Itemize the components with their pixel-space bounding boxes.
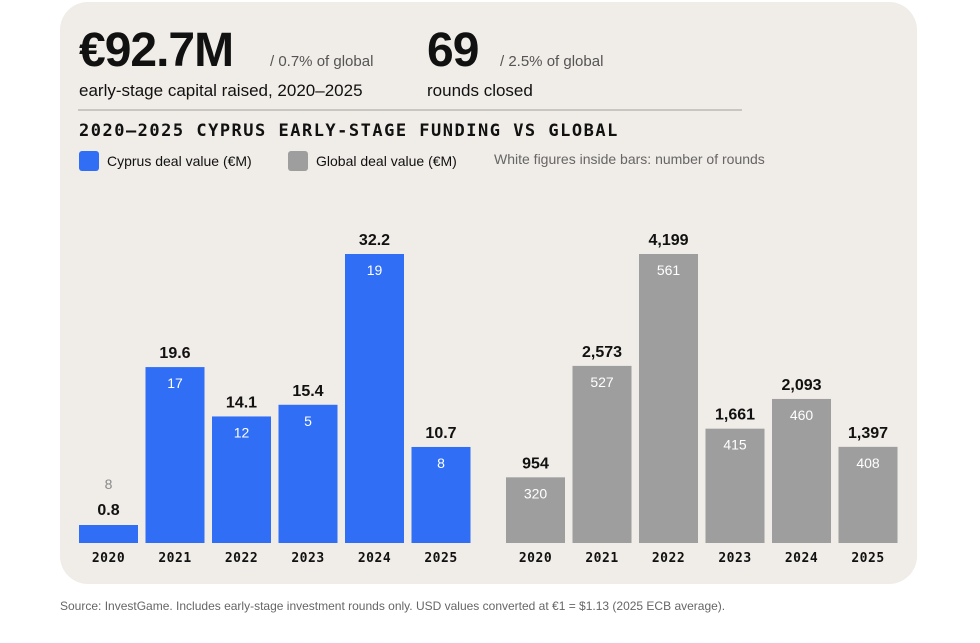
global-bar-2022 [639, 254, 698, 543]
kpi-rounds-description: rounds closed [427, 81, 533, 100]
kpi-capital-value: €92.7M [79, 24, 234, 77]
global-bar-2020 [506, 477, 565, 543]
global-value-label-2023: 1,661 [715, 407, 755, 424]
global-rounds-label-2022: 561 [657, 262, 681, 278]
cyprus-rounds-label-2020: 8 [105, 476, 113, 492]
legend-global-label: Global deal value (€M) [316, 153, 457, 169]
cyprus-bar-2021 [145, 367, 205, 543]
legend-global: Global deal value (€M) [288, 150, 457, 172]
cyprus-tick-2023: 2023 [291, 551, 324, 566]
global-value-label-2022: 4,199 [648, 232, 688, 249]
global-rounds-label-2021: 527 [590, 374, 614, 390]
cyprus-tick-2020: 2020 [92, 551, 125, 566]
cyprus-value-label-2023: 15.4 [292, 383, 323, 400]
cyprus-tick-2025: 2025 [424, 551, 457, 566]
global-tick-2021: 2021 [585, 551, 618, 566]
cyprus-value-label-2024: 32.2 [359, 232, 390, 249]
global-tick-2022: 2022 [652, 551, 685, 566]
legend-note: White figures inside bars: number of rou… [494, 151, 765, 167]
cyprus-value-label-2025: 10.7 [425, 425, 456, 442]
global-bar-2023 [705, 428, 765, 543]
global-tick-2024: 2024 [785, 551, 818, 566]
global-rounds-label-2024: 460 [790, 407, 814, 423]
global-bar-2025 [838, 446, 898, 543]
cyprus-bar-2022 [212, 416, 271, 543]
cyprus-rounds-label-2025: 8 [437, 455, 445, 471]
cyprus-value-label-2021: 19.6 [159, 345, 190, 362]
cyprus-value-label-2022: 14.1 [226, 394, 257, 411]
global-value-label-2021: 2,573 [582, 344, 622, 361]
global-value-label-2020: 954 [522, 455, 549, 472]
cyprus-rounds-label-2024: 19 [367, 262, 383, 278]
source-note: Source: InvestGame. Includes early-stage… [60, 599, 726, 613]
cyprus-bar-2023 [278, 404, 338, 543]
global-bar-2024 [772, 398, 831, 543]
legend-cyprus-label: Cyprus deal value (€M) [107, 153, 252, 169]
legend-global-swatch [288, 151, 308, 171]
cyprus-rounds-label-2023: 5 [304, 413, 312, 429]
global-value-label-2024: 2,093 [781, 377, 821, 394]
cyprus-tick-2021: 2021 [158, 551, 191, 566]
cyprus-rounds-label-2022: 12 [234, 424, 250, 440]
cyprus-rounds-label-2021: 17 [167, 375, 183, 391]
cyprus-tick-2022: 2022 [225, 551, 258, 566]
global-tick-2025: 2025 [851, 551, 884, 566]
cyprus-bar-2020 [79, 525, 138, 543]
global-rounds-label-2025: 408 [856, 455, 880, 471]
kpi-rounds-note: / 2.5% of global [500, 53, 604, 70]
cyprus-tick-2024: 2024 [358, 551, 391, 566]
chart-title: 2020–2025 CYPRUS EARLY-STAGE FUNDING VS … [79, 121, 619, 141]
legend-cyprus-swatch [79, 151, 99, 171]
cyprus-bar-2025 [411, 446, 471, 543]
global-tick-2023: 2023 [718, 551, 751, 566]
global-tick-2020: 2020 [519, 551, 552, 566]
global-rounds-label-2023: 415 [723, 437, 747, 453]
legend-cyprus: Cyprus deal value (€M) [79, 150, 252, 172]
kpi-capital-note: / 0.7% of global [270, 53, 374, 70]
cyprus-bar-2024 [345, 254, 404, 543]
global-rounds-label-2020: 320 [524, 485, 548, 501]
global-bar-2021 [572, 365, 632, 543]
global-value-label-2025: 1,397 [848, 425, 888, 442]
kpi-capital-description: early-stage capital raised, 2020–2025 [79, 81, 363, 100]
divider [78, 109, 742, 111]
cyprus-value-label-2020: 0.8 [97, 502, 119, 519]
kpi-rounds-value: 69 [427, 24, 479, 77]
